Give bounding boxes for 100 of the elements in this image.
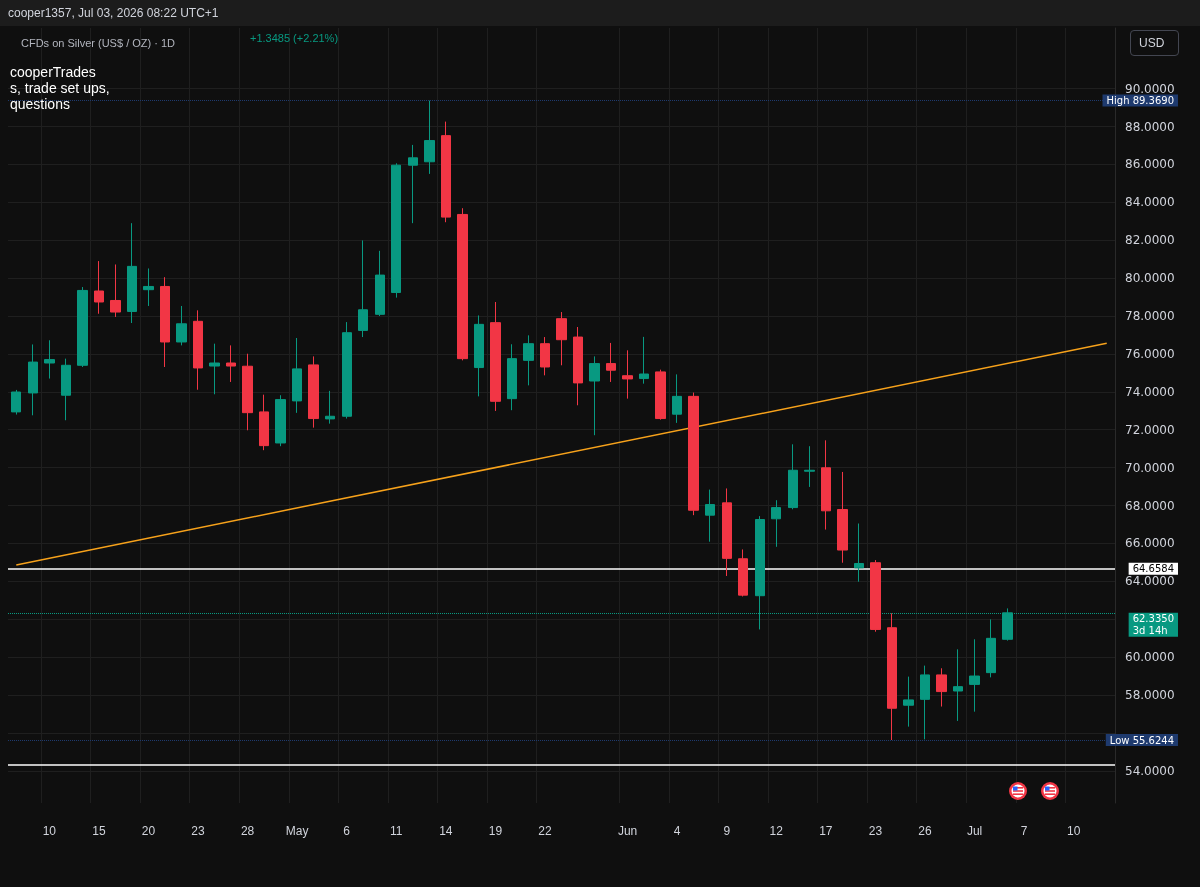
x-tick-label: 14 xyxy=(439,824,453,838)
candlestick xyxy=(275,394,286,447)
text: USD xyxy=(1130,30,1180,56)
candlestick xyxy=(655,369,666,421)
y-tick-label: 82.0000 xyxy=(1125,233,1175,248)
candlestick xyxy=(589,355,600,436)
annotation: cooperTrades xyxy=(10,64,96,80)
candlestick xyxy=(854,523,864,583)
candlestick xyxy=(110,263,121,318)
candlestick xyxy=(226,344,236,383)
x-tick-label: 19 xyxy=(488,824,503,838)
y-tick-label: 88.0000 xyxy=(1125,119,1175,134)
candlestick xyxy=(556,311,567,366)
text: cooper1357, Jul 03, 2026 08:22 UTC+1 xyxy=(8,6,219,20)
y-tick-label: 84.0000 xyxy=(1125,195,1175,210)
ref-line-label: 62.3350 3d 14h xyxy=(1132,613,1175,637)
candlestick xyxy=(325,390,335,425)
x-tick-label: Jul xyxy=(966,824,983,838)
candlestick xyxy=(176,305,187,346)
x-tick-label: 12 xyxy=(769,824,784,838)
candlestick xyxy=(391,162,401,299)
candlestick xyxy=(77,286,88,368)
annotation: +1.3485 (+2.21%) xyxy=(250,32,339,44)
y-tick-label: 90.0000 xyxy=(1125,81,1175,96)
candlestick xyxy=(540,336,550,376)
y-tick-label: 60.0000 xyxy=(1125,650,1175,665)
y-tick-label: 64.0000 xyxy=(1125,574,1175,589)
candlestick xyxy=(209,343,220,395)
candlestick xyxy=(903,676,914,728)
x-tick-label: May xyxy=(285,824,309,838)
candlestick xyxy=(573,326,583,406)
y-tick-label: 80.0000 xyxy=(1125,271,1175,286)
candlestick xyxy=(606,342,616,383)
x-tick-label: 15 xyxy=(92,824,106,838)
candlestick xyxy=(523,334,534,386)
candlestick xyxy=(688,392,699,516)
candlestick xyxy=(953,648,963,722)
candlestick xyxy=(408,144,418,224)
y-tick-label: 72.0000 xyxy=(1125,422,1175,437)
y-tick-label: 76.0000 xyxy=(1125,346,1175,361)
candlestick xyxy=(788,443,798,510)
candlestick xyxy=(457,207,468,361)
annotation: questions xyxy=(10,96,70,112)
y-tick-label: 86.0000 xyxy=(1125,157,1175,172)
candlestick xyxy=(771,499,781,548)
candlestick xyxy=(870,559,881,633)
candlestick xyxy=(705,489,715,543)
candlestick xyxy=(143,267,154,307)
candlestick xyxy=(259,394,269,451)
x-tick-label: 28 xyxy=(240,824,255,838)
candlestick xyxy=(28,343,38,416)
candlestick xyxy=(804,445,815,488)
y-tick-label: 66.0000 xyxy=(1125,536,1175,551)
candlestick xyxy=(821,439,831,531)
candlestick xyxy=(507,343,517,411)
y-tick-label: 54.0000 xyxy=(1125,763,1175,778)
candlestick xyxy=(44,339,55,380)
candlestick xyxy=(375,250,385,317)
candlestick xyxy=(722,487,732,577)
candlestick xyxy=(94,260,104,315)
candlestick xyxy=(342,321,352,420)
annotation: s, trade set ups, xyxy=(10,80,110,96)
ref-line-label: Low 55.6244 xyxy=(1109,734,1175,746)
x-tick-label: 10 xyxy=(42,824,57,838)
text: CFDs on Silver (US$ / OZ) · 1D xyxy=(21,36,176,49)
x-tick-label: Jun xyxy=(617,824,638,838)
y-tick-label: 78.0000 xyxy=(1125,309,1175,324)
x-tick-label: 9 xyxy=(723,824,731,838)
x-tick-label: 11 xyxy=(390,824,403,838)
candlestick xyxy=(639,336,649,385)
candlestick xyxy=(490,301,501,412)
x-tick-label: 20 xyxy=(141,824,156,838)
candlestick xyxy=(127,222,137,324)
x-tick-label: 23 xyxy=(868,824,883,838)
x-tick-label: 7 xyxy=(1020,824,1028,838)
x-tick-label: 23 xyxy=(191,824,205,838)
y-tick-label: 74.0000 xyxy=(1125,384,1175,399)
candlestick xyxy=(61,358,71,421)
candlestick xyxy=(936,667,947,708)
candlestick xyxy=(292,337,302,414)
y-tick-label: 68.0000 xyxy=(1125,498,1175,513)
candlestick xyxy=(837,471,848,564)
candlestick xyxy=(11,389,21,416)
x-tick-label: 10 xyxy=(1067,824,1081,838)
candlestick xyxy=(242,353,253,431)
candlestick xyxy=(308,355,319,429)
candlestick xyxy=(920,665,930,740)
candlestick xyxy=(160,276,170,368)
candlestick xyxy=(424,100,435,175)
candlestick xyxy=(672,373,682,424)
candlestick xyxy=(986,618,996,678)
candlestick xyxy=(193,309,203,391)
x-tick-label: 17 xyxy=(819,824,833,838)
candlestick xyxy=(887,612,897,741)
ref-line-label: High 89.3690 xyxy=(1106,95,1174,107)
x-tick-label: 4 xyxy=(673,824,681,838)
ref-line-label: 64.6584 xyxy=(1132,563,1175,575)
candlestick xyxy=(622,349,633,400)
y-tick-label: 70.0000 xyxy=(1125,460,1175,475)
candlestick xyxy=(441,121,451,223)
